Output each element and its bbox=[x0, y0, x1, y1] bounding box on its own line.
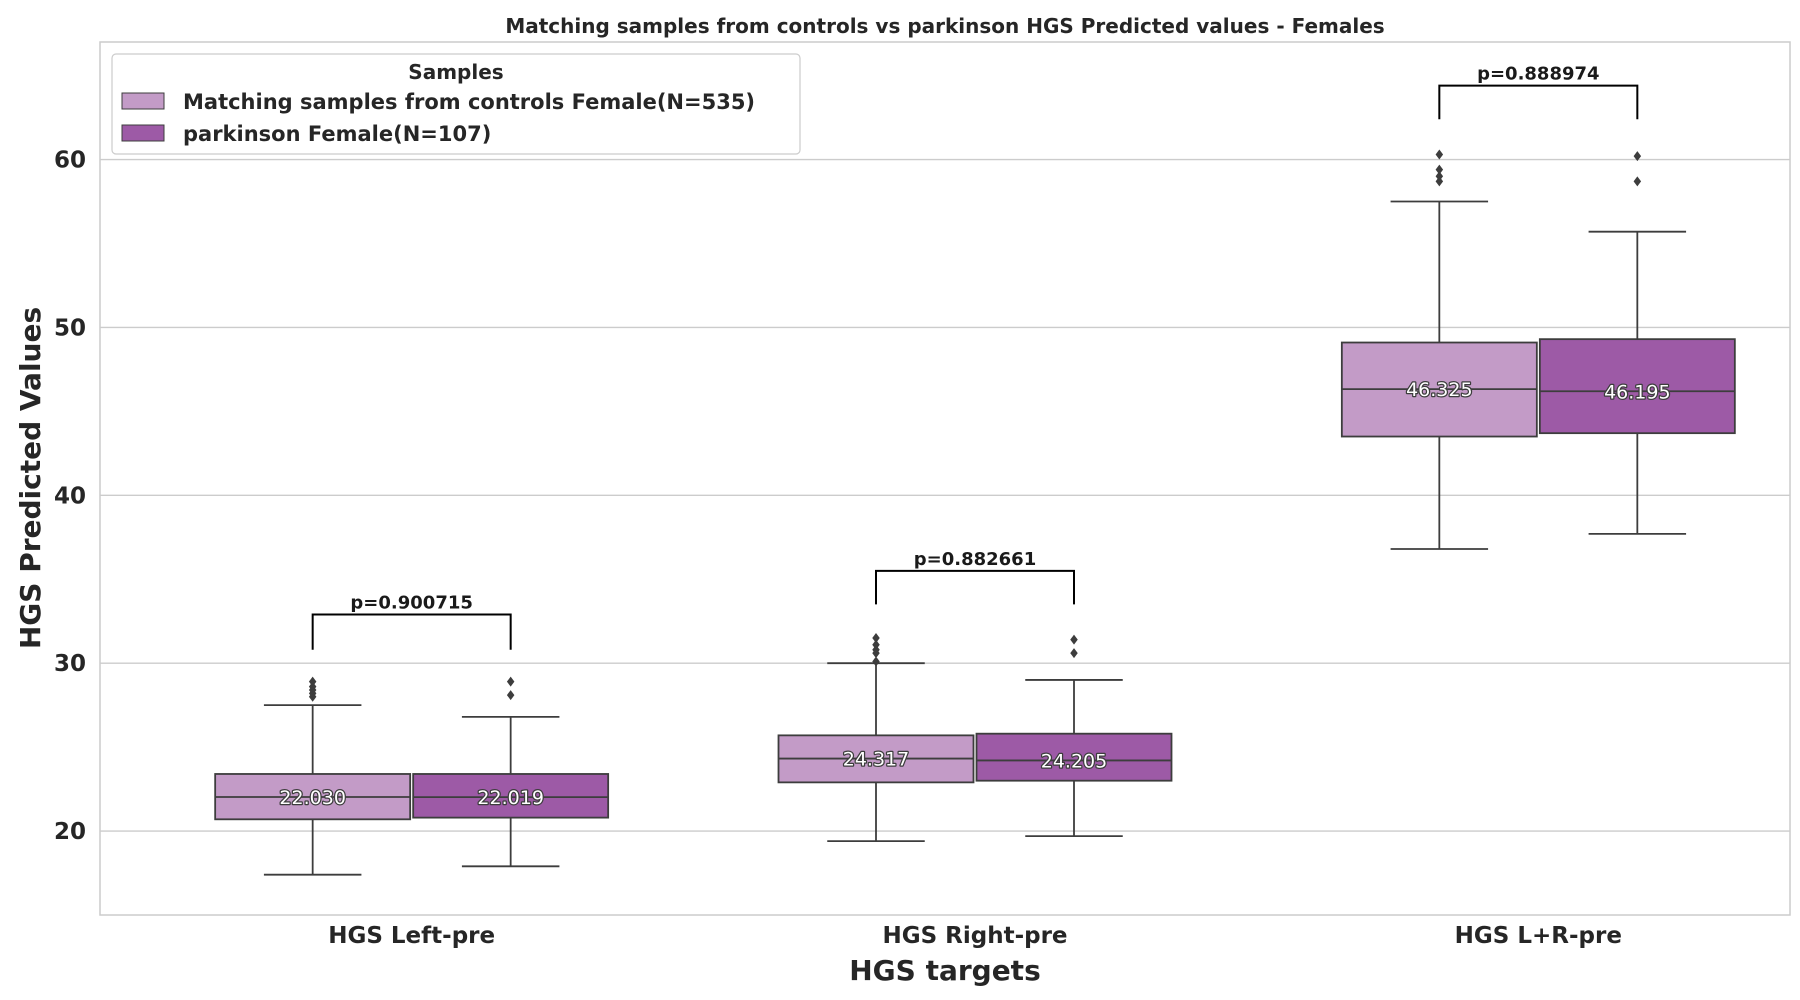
box-group: 24.317 bbox=[777, 632, 975, 843]
legend-frame bbox=[111, 53, 801, 155]
x-tick-label: HGS L+R-pre bbox=[1455, 923, 1622, 949]
outlier-point bbox=[1633, 151, 1642, 162]
outlier-point bbox=[506, 676, 515, 687]
outlier-point bbox=[872, 644, 880, 655]
y-tick-label: 20 bbox=[54, 819, 86, 845]
outlier-point bbox=[1435, 176, 1444, 187]
box-body bbox=[1538, 338, 1736, 435]
outlier-point bbox=[308, 681, 317, 692]
outlier-point bbox=[872, 656, 880, 667]
median-value-label: 24.317 bbox=[843, 749, 909, 771]
p-value-bracket bbox=[311, 613, 512, 650]
outlier-point bbox=[872, 632, 880, 643]
legend-label-parkinson: parkinson Female(N=107) bbox=[183, 122, 491, 146]
outlier-point bbox=[1633, 176, 1642, 187]
p-value-label: p=0.888974 bbox=[1477, 64, 1599, 85]
legend: Samples Matching samples from controls F… bbox=[111, 53, 801, 155]
box-group: 46.325 bbox=[1340, 149, 1538, 550]
legend-swatch-parkinson bbox=[121, 124, 165, 142]
plot-frame bbox=[99, 41, 1791, 916]
outlier-point bbox=[1070, 648, 1078, 659]
median-value-label: 22.030 bbox=[279, 787, 345, 809]
median-value-label: 46.325 bbox=[1406, 379, 1472, 401]
box-body bbox=[975, 732, 1173, 782]
box-body bbox=[412, 773, 610, 819]
legend-swatch-controls bbox=[121, 92, 165, 110]
box-groups: 22.030 24.317 46.325 22.019 24.205 46.195 bbox=[214, 149, 1736, 876]
box-group: 24.205 bbox=[975, 634, 1173, 837]
y-tick-label: 60 bbox=[54, 148, 86, 174]
y-tick-label: 40 bbox=[54, 483, 86, 509]
outlier-point bbox=[1435, 164, 1444, 175]
outlier-point bbox=[308, 676, 317, 687]
chart-title: Matching samples from controls vs parkin… bbox=[505, 14, 1384, 38]
box-group: 46.195 bbox=[1538, 151, 1736, 535]
outlier-point bbox=[872, 639, 880, 650]
x-tick-label: HGS Right-pre bbox=[882, 923, 1067, 949]
grid-lines bbox=[100, 158, 1790, 832]
outlier-point bbox=[1435, 149, 1444, 160]
box-group: 22.019 bbox=[412, 676, 610, 868]
y-tick-label: 50 bbox=[54, 315, 86, 341]
p-value-bracket bbox=[1438, 84, 1639, 120]
legend-label-controls: Matching samples from controls Female(N=… bbox=[183, 90, 755, 114]
median-value-label: 22.019 bbox=[477, 787, 543, 809]
x-axis-label: HGS targets bbox=[849, 954, 1041, 987]
p-value-label: p=0.882661 bbox=[914, 549, 1036, 570]
p-value-label: p=0.900715 bbox=[350, 592, 472, 613]
p-value-annotations: p=0.900715 p=0.882661 p=0.888974 bbox=[311, 64, 1639, 650]
axis-ticks: 20 30 40 50 60 HGS Left-pre HGS Right-pre HGS L… bbox=[54, 148, 1622, 949]
median-value-label: 46.195 bbox=[1604, 381, 1670, 403]
outlier-point bbox=[506, 690, 515, 701]
legend-title: Samples bbox=[408, 60, 503, 84]
y-axis-label: HGS Predicted Values bbox=[14, 307, 47, 649]
x-tick-label: HGS Left-pre bbox=[328, 923, 495, 949]
outlier-point bbox=[1435, 171, 1444, 182]
p-value-bracket bbox=[875, 569, 1075, 605]
median-value-label: 24.205 bbox=[1041, 750, 1107, 772]
y-tick-label: 30 bbox=[54, 651, 86, 677]
box-group: 22.030 bbox=[214, 676, 412, 876]
outlier-point bbox=[1070, 634, 1078, 645]
